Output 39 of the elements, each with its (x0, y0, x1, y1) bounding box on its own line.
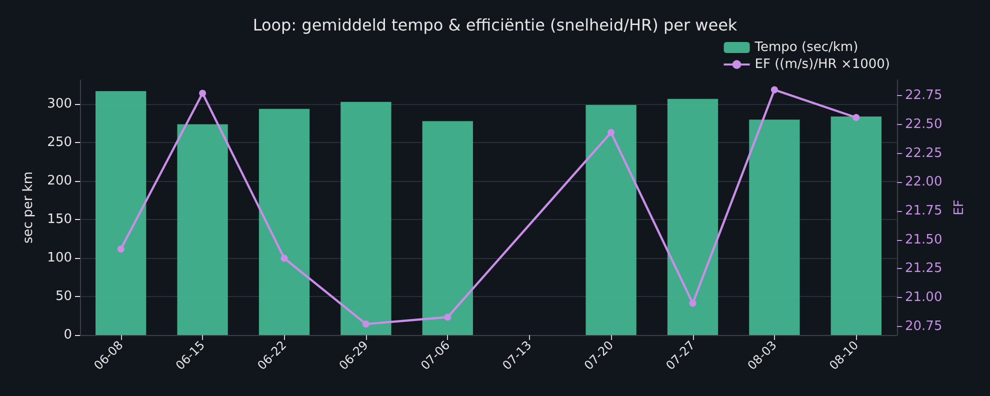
y2-tick-label: 21.25 (905, 261, 942, 276)
bar (749, 120, 800, 335)
bar (667, 98, 718, 335)
point (770, 86, 778, 94)
point (608, 129, 615, 136)
y2-tick-label: 22.00 (905, 174, 942, 190)
y-tick-label: 100 (47, 250, 72, 266)
bar (830, 116, 882, 335)
point (280, 254, 288, 262)
legend-label: EF ((m/s)/HR ×1000) (754, 57, 890, 72)
y-tick-label: 0 (64, 328, 72, 342)
bar (177, 124, 228, 335)
point (199, 90, 206, 97)
point (117, 246, 124, 253)
bar (422, 121, 473, 335)
y2-tick-label: 21.50 (905, 232, 942, 248)
y2-tick-label: 22.25 (905, 146, 942, 161)
y-axis-title: sec per km (21, 172, 36, 244)
y2-tick-label: 21.00 (905, 290, 942, 305)
bar (340, 102, 392, 335)
chart-title: Loop: gemiddeld tempo & efficiëntie (snelheid/HR) per week (252, 16, 738, 34)
bar (258, 108, 310, 335)
y-tick-label: 250 (47, 135, 72, 150)
bar (586, 105, 636, 335)
y2-tick-label: 22.75 (905, 88, 942, 104)
y-tick-label: 300 (47, 96, 72, 112)
point (852, 114, 860, 121)
y2-tick-label: 22.50 (905, 116, 942, 132)
point (689, 300, 696, 307)
point (444, 314, 452, 321)
y-tick-label: 150 (47, 212, 72, 228)
y2-axis-title: EF (952, 200, 968, 216)
y-tick-label: 200 (47, 174, 72, 189)
point (362, 320, 370, 328)
legend-label: Tempo (sec/km) (754, 40, 858, 55)
y2-tick-label: 20.75 (905, 318, 942, 334)
bar (96, 91, 146, 335)
y2-tick-label: 21.75 (905, 203, 942, 218)
y-tick-label: 50 (55, 289, 72, 304)
